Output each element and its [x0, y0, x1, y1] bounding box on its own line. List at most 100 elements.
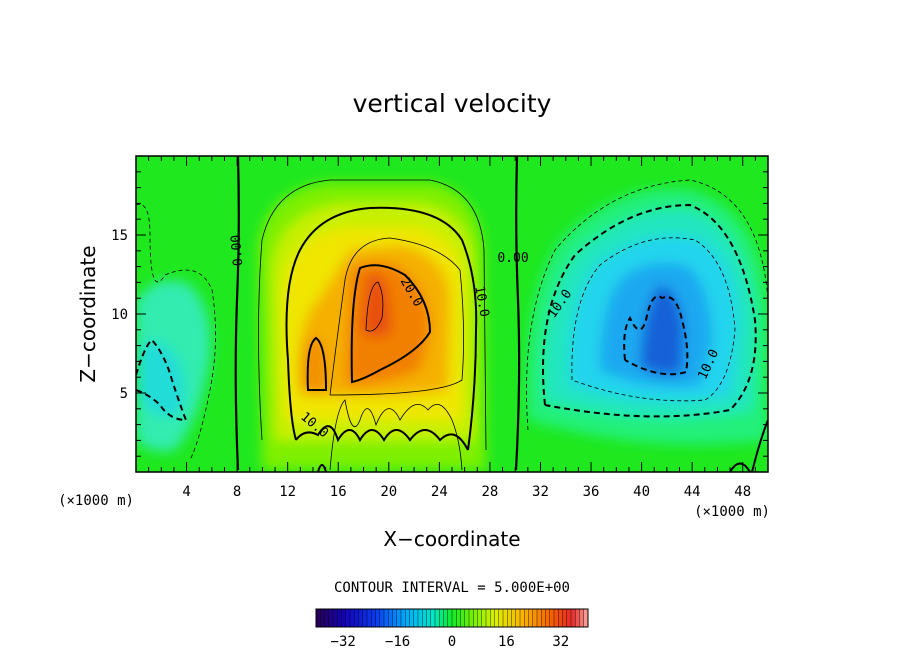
- y-tick-label: 15: [111, 228, 128, 244]
- colorbar-swatch: [443, 609, 449, 627]
- colorbar-swatch: [409, 609, 415, 627]
- colorbar-tick-label: −16: [385, 634, 410, 650]
- contour-5-up: [258, 179, 487, 451]
- colorbar-swatch: [503, 609, 508, 627]
- contour-15-up: [329, 237, 464, 396]
- colorbar-swatch: [562, 609, 568, 627]
- colorbar-swatch: [473, 609, 478, 627]
- contour-25-up: [365, 281, 384, 332]
- chart-title: vertical velocity: [353, 89, 552, 118]
- colorbar: [315, 608, 589, 628]
- y-axis-title: Z−coordinate: [76, 245, 100, 382]
- colorbar-tick-label: 0: [448, 634, 456, 650]
- x-axis-ticks: 4 8 12 16 20 24 28 32 36 40 44 48: [148, 156, 756, 500]
- x-unit-label-right: (×1000 m): [694, 504, 770, 520]
- colorbar-swatch: [401, 609, 406, 627]
- contour-interval-text: CONTOUR INTERVAL = 5.000E+00: [334, 580, 570, 596]
- x-tick-label: 32: [532, 484, 549, 500]
- colorbar-tick-label: 16: [498, 634, 515, 650]
- x-tick-label: 44: [684, 484, 701, 500]
- colorbar-swatch: [392, 609, 398, 627]
- left-downdraft-core: [140, 342, 184, 416]
- colorbar-swatch: [575, 609, 580, 627]
- colorbar-swatch: [583, 609, 589, 627]
- colorbar-swatch: [537, 609, 542, 627]
- contour-neg15: [571, 237, 736, 402]
- colorbar-swatch: [388, 609, 393, 627]
- colorbar-swatch: [545, 609, 551, 627]
- colorbar-tick-label: 32: [552, 634, 569, 650]
- colorbar-swatch: [498, 609, 504, 627]
- colorbar-swatch: [367, 609, 372, 627]
- colorbar-swatch: [375, 609, 381, 627]
- colorbar-swatch: [384, 609, 389, 627]
- zero-contour-left: [234, 156, 240, 471]
- contour-label: 0.00: [497, 251, 528, 266]
- colorbar-swatch: [524, 609, 529, 627]
- x-tick-label: 16: [330, 484, 347, 500]
- x-tick-label: 28: [481, 484, 498, 500]
- contour-bottom-bump-2: [729, 462, 751, 472]
- colorbar-swatch: [435, 609, 440, 627]
- contour-left-neg5: [136, 203, 216, 461]
- colorbar-swatch: [464, 609, 470, 627]
- colorbar-swatch: [520, 609, 525, 627]
- colorbar-swatch: [324, 609, 330, 627]
- y-tick-label: 5: [120, 386, 128, 402]
- contour-neg10: [542, 203, 757, 418]
- colorbar-swatch: [418, 609, 423, 627]
- colorbar-swatch: [426, 609, 432, 627]
- colorbar-swatch: [494, 609, 500, 627]
- colorbar-swatch: [350, 609, 355, 627]
- contour-bottom-bump-3: [751, 419, 768, 472]
- x-unit-label-left: (×1000 m): [58, 493, 134, 509]
- zero-contour-right: [514, 156, 521, 471]
- colorbar-swatch: [566, 609, 572, 627]
- contour-20-up: [350, 264, 432, 384]
- updraft-core: [360, 273, 392, 338]
- contour-lines: [136, 156, 768, 472]
- colorbar-swatch: [456, 609, 461, 627]
- colorbar-swatch: [405, 609, 410, 627]
- contour-wavy-lower-2: [329, 399, 463, 471]
- colorbar-swatch: [515, 609, 521, 627]
- colorbar-swatch: [490, 609, 495, 627]
- colorbar-swatch: [528, 609, 534, 627]
- colorbar-swatch: [447, 609, 453, 627]
- colorbar-swatch: [549, 609, 555, 627]
- colorbar-swatch: [316, 609, 321, 627]
- colorbar-swatch: [328, 609, 334, 627]
- colorbar-swatch: [579, 609, 585, 627]
- colorbar-swatch: [362, 609, 368, 627]
- x-tick-label: 36: [583, 484, 600, 500]
- colorbar-swatch: [320, 609, 325, 627]
- colorbar-swatch: [469, 609, 474, 627]
- contour-10-up: [285, 206, 478, 451]
- colorbar-swatch: [413, 609, 419, 627]
- colorbar-swatch: [558, 609, 563, 627]
- colorbar-swatch: [511, 609, 517, 627]
- colorbar-swatch: [532, 609, 538, 627]
- y-axis-ticks: 5 10 15: [111, 171, 768, 457]
- colorbar-swatch: [337, 609, 342, 627]
- colorbar-ticks: −32 −16 0 16 32: [331, 634, 570, 650]
- x-axis-title: X−coordinate: [383, 527, 520, 551]
- colorbar-swatch: [481, 609, 487, 627]
- colorbar-swatch: [358, 609, 364, 627]
- downdraft-core: [640, 285, 684, 375]
- colorbar-swatch: [554, 609, 559, 627]
- colorbar-swatch: [333, 609, 338, 627]
- colorbar-swatch: [460, 609, 466, 627]
- heatmap-field: 0.00 0.00 10.0 20.0 10.0 10.0 10.0: [136, 156, 768, 472]
- colorbar-swatch: [571, 609, 576, 627]
- x-tick-label: 8: [233, 484, 241, 500]
- colorbar-swatch: [452, 609, 457, 627]
- colorbar-swatch: [345, 609, 351, 627]
- x-tick-label: 48: [734, 484, 751, 500]
- contour-label: 10.0: [471, 285, 491, 318]
- colorbar-tick-label: −32: [331, 634, 356, 650]
- contour-neg5: [526, 179, 768, 431]
- x-tick-label: 24: [431, 484, 448, 500]
- colorbar-swatch: [379, 609, 385, 627]
